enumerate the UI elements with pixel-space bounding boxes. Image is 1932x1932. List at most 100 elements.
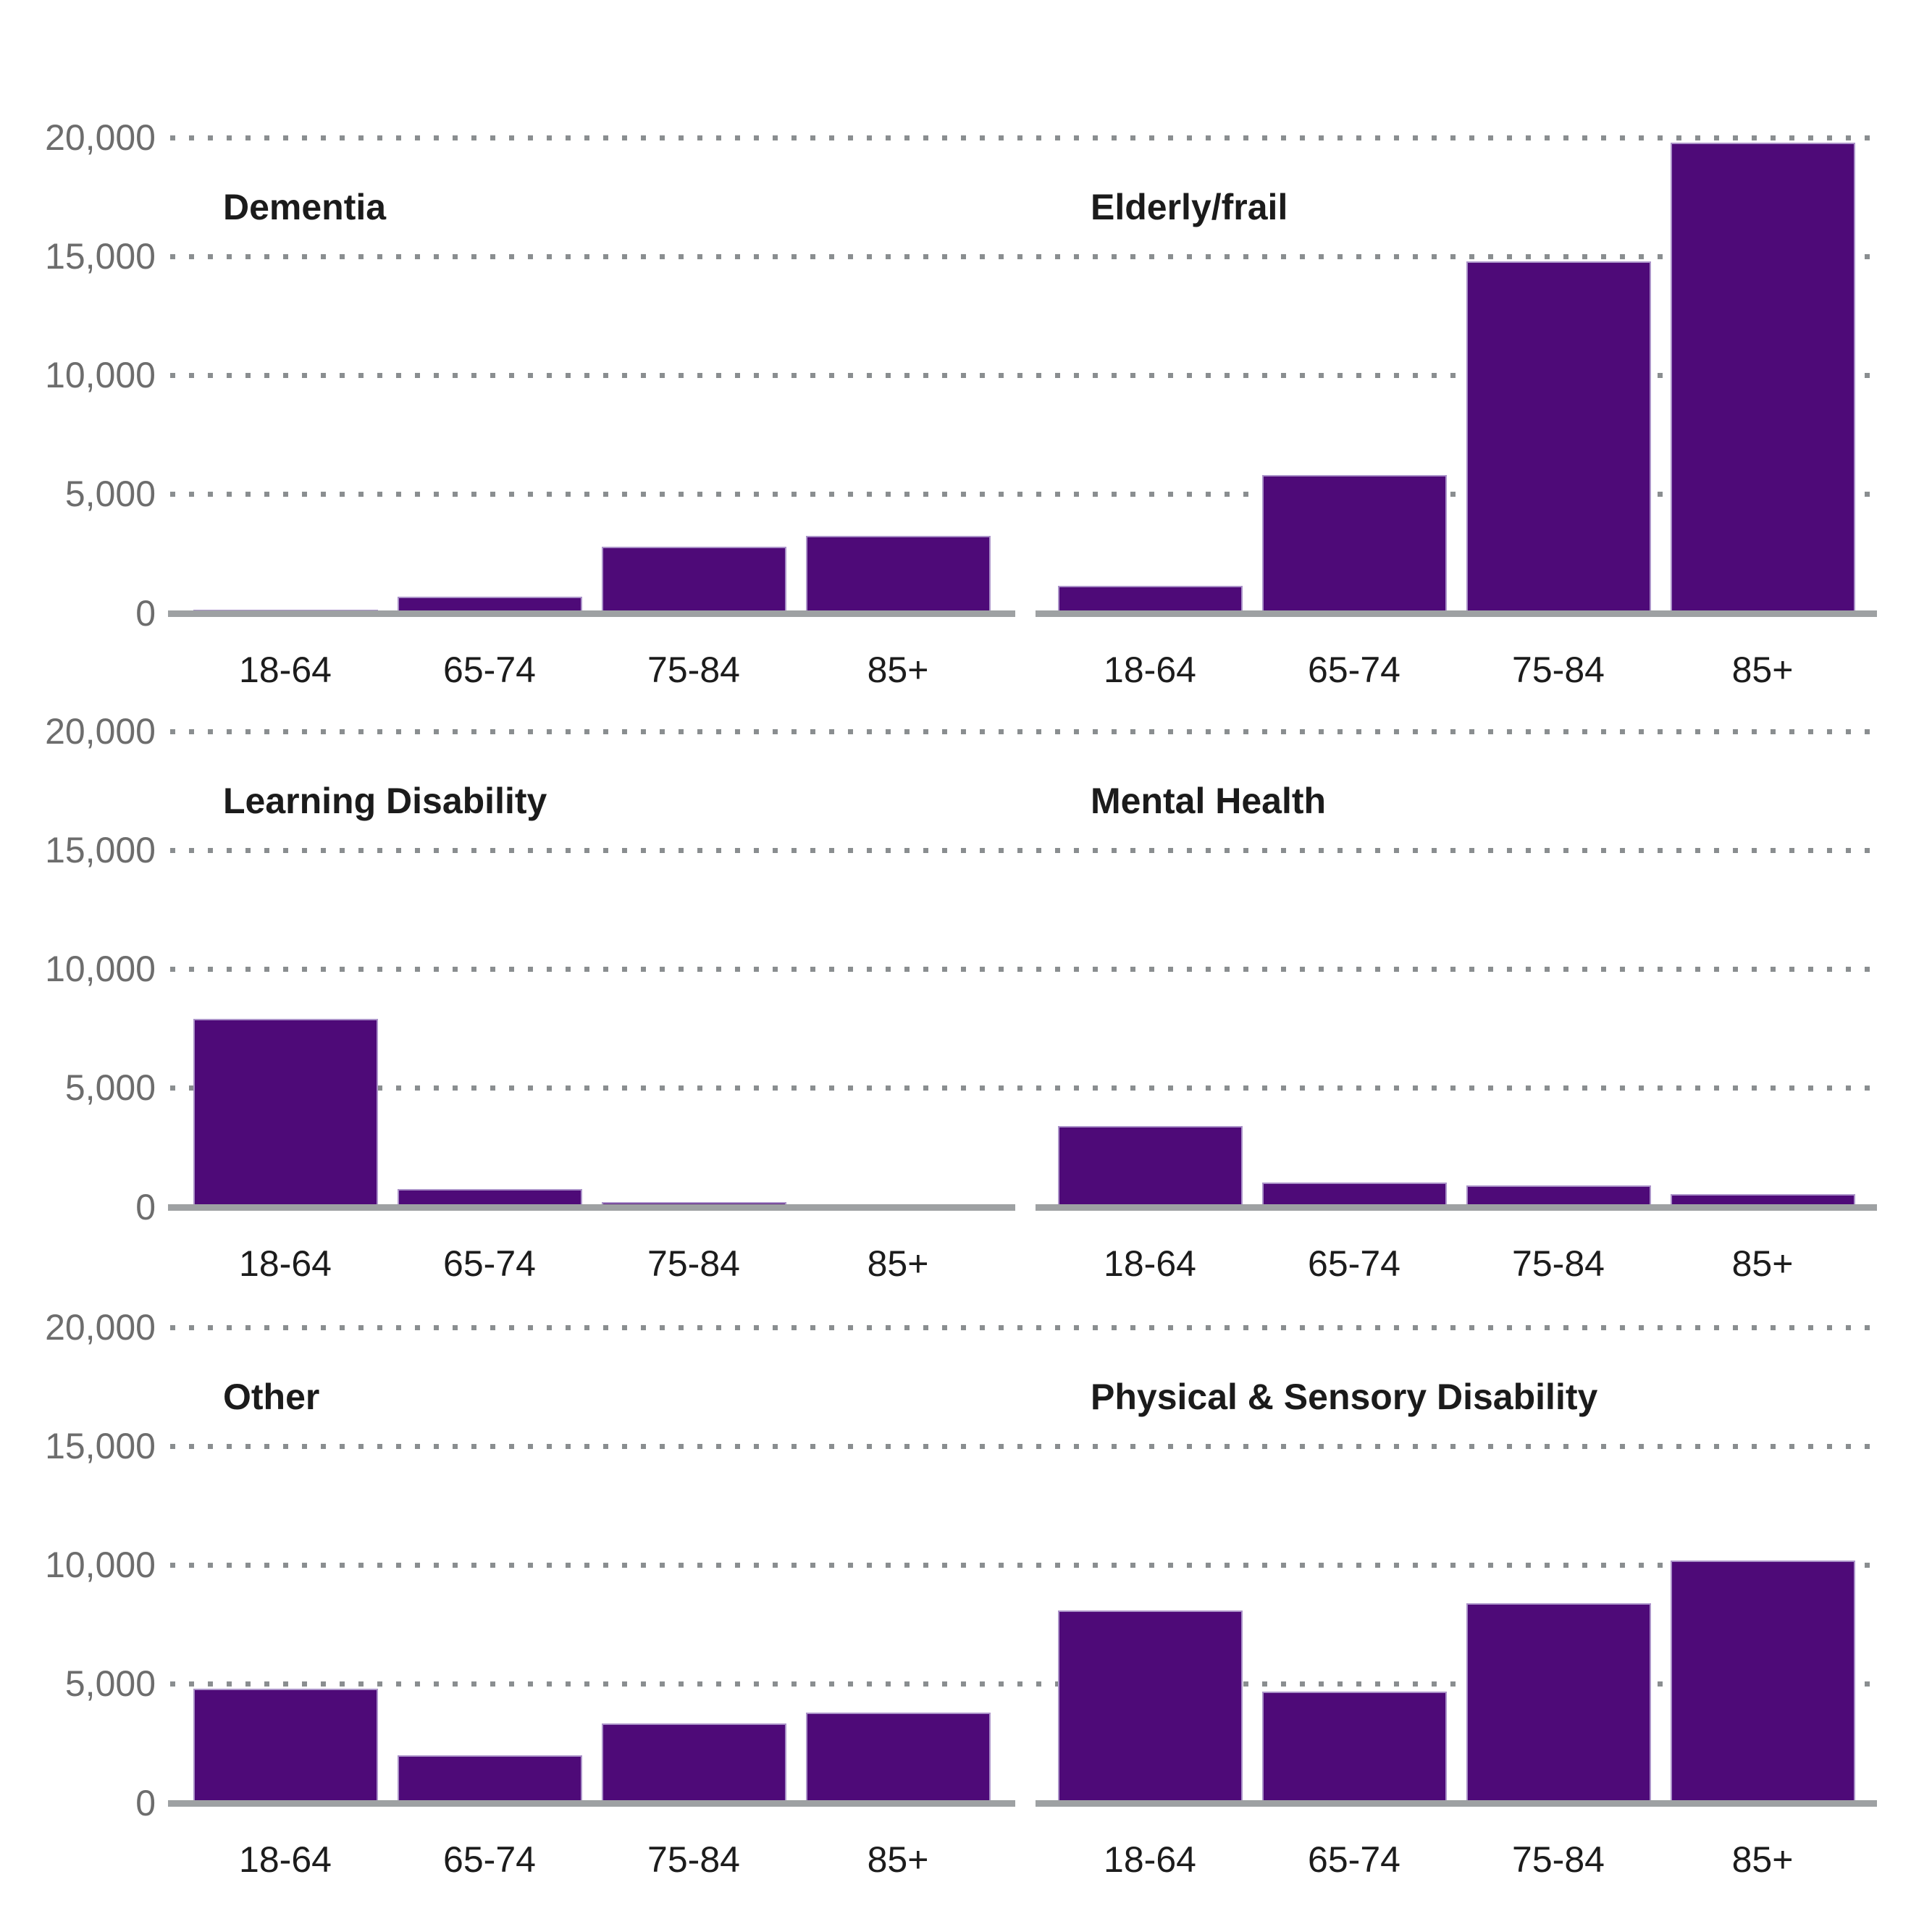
y-axis-tick: 20,000 (45, 1307, 156, 1348)
bar-65-74 (397, 1189, 582, 1207)
x-tick-label: 65-74 (443, 1243, 536, 1284)
bar-18-64 (193, 1689, 378, 1803)
chart-row-3: 20,000 15,000 10,000 5,000 0 Other 18-64… (0, 1307, 1932, 1921)
y-axis-tick: 5,000 (64, 1663, 156, 1704)
bar-75-84 (1466, 261, 1651, 613)
panel-dementia: Dementia 18-64 65-74 75-84 85+ (168, 138, 1015, 690)
bar-group (168, 138, 1015, 613)
x-axis-baseline (168, 1204, 1015, 1211)
gridline-10000 (170, 1563, 1877, 1568)
bar-85+ (1670, 143, 1855, 613)
y-axis-tick: 20,000 (45, 711, 156, 752)
bar-75-84 (1466, 1185, 1651, 1207)
bar-75-84 (1466, 1603, 1651, 1803)
y-axis-tick-zero: 0 (135, 593, 156, 634)
x-tick-label: 75-84 (647, 1243, 740, 1284)
x-axis-labels: 18-64 65-74 75-84 85+ (1036, 1838, 1877, 1881)
bar-75-84 (601, 547, 786, 613)
bar-18-64 (1057, 1610, 1243, 1803)
bar-85+ (805, 1713, 991, 1803)
y-axis-tick: 15,000 (45, 236, 156, 277)
y-axis-tick: 15,000 (45, 1426, 156, 1466)
x-tick-label: 18-64 (1104, 1243, 1196, 1284)
panel-title: Other (223, 1377, 320, 1417)
gridline-5000 (170, 1681, 1877, 1687)
y-axis-tick-zero: 0 (135, 1187, 156, 1227)
x-axis-baseline (1036, 1204, 1877, 1211)
chart-row-2: 20,000 15,000 10,000 5,000 0 Learning Di… (0, 711, 1932, 1325)
x-tick-label: 65-74 (1308, 1243, 1400, 1284)
x-axis-baseline (1036, 610, 1877, 617)
x-tick-label: 85+ (1731, 1243, 1794, 1284)
gridline-15000 (170, 1444, 1877, 1449)
bar-group (1036, 1327, 1877, 1803)
y-axis-tick: 15,000 (45, 830, 156, 870)
x-axis-labels: 18-64 65-74 75-84 85+ (1036, 648, 1877, 692)
gridline-20000 (170, 729, 1877, 734)
x-tick-label: 85+ (1731, 650, 1794, 690)
panel-title: Physical & Sensory Disability (1091, 1377, 1598, 1417)
bar-group (1036, 731, 1877, 1207)
x-axis-labels: 18-64 65-74 75-84 85+ (168, 1838, 1015, 1881)
gridline-20000 (170, 1325, 1877, 1330)
x-tick-label: 85+ (867, 650, 929, 690)
panel-mental-health: Mental Health 18-64 65-74 75-84 85+ (1036, 731, 1877, 1284)
x-tick-label: 18-64 (1104, 650, 1196, 690)
bar-65-74 (1261, 1183, 1447, 1207)
bar-65-74 (397, 1755, 582, 1803)
x-tick-label: 75-84 (1512, 1839, 1605, 1880)
x-axis-labels: 18-64 65-74 75-84 85+ (1036, 1242, 1877, 1285)
x-tick-label: 65-74 (1308, 650, 1400, 690)
gridline-5000 (170, 1085, 1877, 1091)
bar-65-74 (1261, 1692, 1447, 1803)
panel-physical-sensory-disability: Physical & Sensory Disability 18-64 65-7… (1036, 1327, 1877, 1880)
x-tick-label: 75-84 (647, 650, 740, 690)
bar-85+ (1670, 1194, 1855, 1207)
gridline-10000 (170, 967, 1877, 972)
y-axis-tick: 10,000 (45, 949, 156, 989)
x-tick-label: 65-74 (443, 650, 536, 690)
bar-85+ (805, 536, 991, 613)
panel-learning-disability: Learning Disability 18-64 65-74 75-84 85… (168, 731, 1015, 1284)
x-tick-label: 85+ (867, 1839, 929, 1880)
x-tick-label: 18-64 (239, 1243, 332, 1284)
gridline-10000 (170, 373, 1877, 378)
x-tick-label: 75-84 (1512, 650, 1605, 690)
bar-18-64 (1057, 586, 1243, 613)
bar-65-74 (397, 597, 582, 613)
chart-row-1: 20,000 15,000 10,000 5,000 0 Dementia 18… (0, 117, 1932, 731)
x-tick-label: 65-74 (1308, 1839, 1400, 1880)
x-axis-labels: 18-64 65-74 75-84 85+ (168, 1242, 1015, 1285)
panel-other: Other 18-64 65-74 75-84 85+ (168, 1327, 1015, 1880)
x-axis-baseline (168, 1800, 1015, 1807)
x-axis-labels: 18-64 65-74 75-84 85+ (168, 648, 1015, 692)
panel-title: Dementia (223, 187, 387, 227)
bar-65-74 (1261, 475, 1447, 613)
x-tick-label: 85+ (867, 1243, 929, 1284)
x-tick-label: 75-84 (647, 1839, 740, 1880)
panel-title: Learning Disability (223, 781, 547, 821)
bar-group (1036, 138, 1877, 613)
x-tick-label: 18-64 (1104, 1839, 1196, 1880)
gridline-20000 (170, 135, 1877, 140)
bar-85+ (1670, 1561, 1855, 1803)
panel-title: Mental Health (1091, 781, 1327, 821)
y-axis-tick: 20,000 (45, 117, 156, 158)
gridline-5000 (170, 492, 1877, 497)
bar-18-64 (193, 1019, 378, 1207)
bar-18-64 (1057, 1126, 1243, 1207)
gridline-15000 (170, 848, 1877, 853)
y-axis-tick: 10,000 (45, 1545, 156, 1585)
x-tick-label: 18-64 (239, 650, 332, 690)
y-axis-tick-zero: 0 (135, 1783, 156, 1823)
x-axis-baseline (168, 610, 1015, 617)
x-tick-label: 18-64 (239, 1839, 332, 1880)
panel-elderly-frail: Elderly/frail 18-64 65-74 75-84 85+ (1036, 138, 1877, 690)
y-axis-tick: 10,000 (45, 355, 156, 395)
x-tick-label: 65-74 (443, 1839, 536, 1880)
y-axis-tick: 5,000 (64, 1067, 156, 1108)
x-tick-label: 75-84 (1512, 1243, 1605, 1284)
gridline-15000 (170, 254, 1877, 259)
panel-title: Elderly/frail (1091, 187, 1288, 227)
bar-75-84 (601, 1723, 786, 1803)
